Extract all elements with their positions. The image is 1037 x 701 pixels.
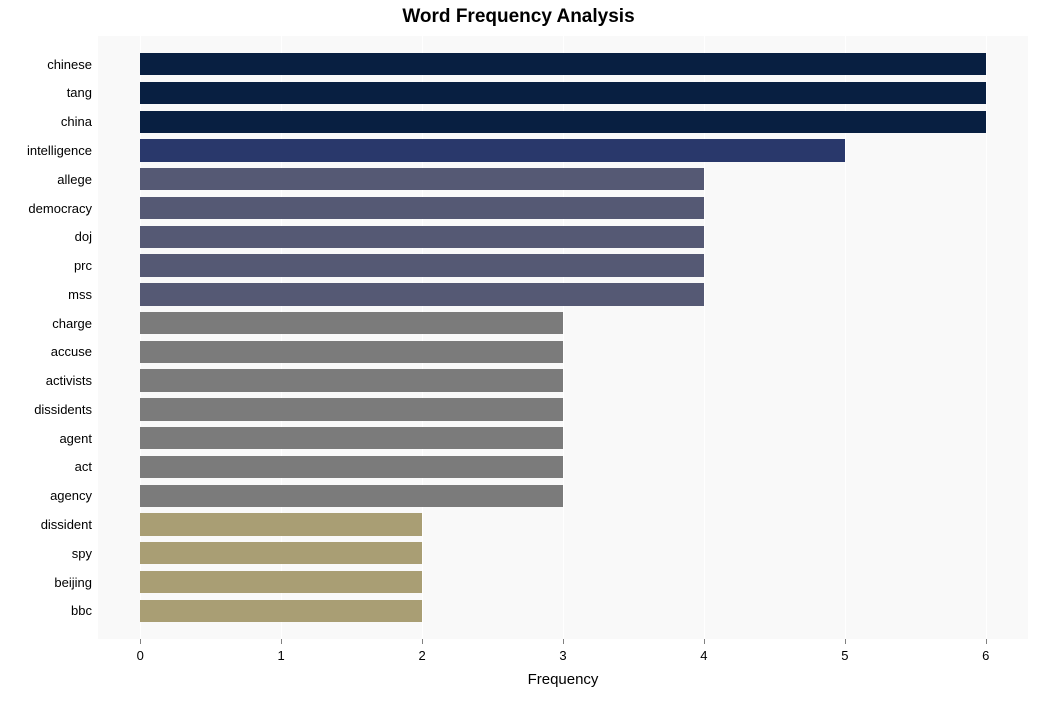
y-tick-label: dissidents: [0, 402, 92, 417]
y-tick-label: act: [0, 459, 92, 474]
x-axis-label: Frequency: [98, 671, 1028, 688]
bar: [140, 571, 422, 593]
bar: [140, 398, 563, 420]
bar: [140, 485, 563, 507]
x-tick-mark: [704, 639, 705, 644]
x-tick-mark: [986, 639, 987, 644]
bar: [140, 254, 704, 276]
bar: [140, 197, 704, 219]
bar: [140, 168, 704, 190]
y-tick-label: chinese: [0, 57, 92, 72]
y-tick-label: prc: [0, 258, 92, 273]
plot-area: [98, 36, 1028, 639]
y-tick-label: activists: [0, 373, 92, 388]
bar: [140, 542, 422, 564]
bar: [140, 427, 563, 449]
bar: [140, 283, 704, 305]
x-tick-label: 6: [982, 648, 989, 663]
bar: [140, 513, 422, 535]
bar: [140, 111, 985, 133]
y-tick-label: beijing: [0, 575, 92, 590]
x-tick-mark: [281, 639, 282, 644]
x-tick-mark: [845, 639, 846, 644]
y-tick-label: bbc: [0, 603, 92, 618]
bar: [140, 53, 985, 75]
grid-line: [986, 36, 987, 639]
x-tick-mark: [140, 639, 141, 644]
bar: [140, 600, 422, 622]
x-tick-mark: [563, 639, 564, 644]
x-tick-label: 5: [841, 648, 848, 663]
bar: [140, 456, 563, 478]
y-tick-label: allege: [0, 172, 92, 187]
y-tick-label: accuse: [0, 344, 92, 359]
bar: [140, 226, 704, 248]
bar: [140, 312, 563, 334]
bar: [140, 369, 563, 391]
y-tick-label: dissident: [0, 517, 92, 532]
y-tick-label: democracy: [0, 201, 92, 216]
word-frequency-chart: Word Frequency Analysis Frequency 0 1 2 3 4 5…: [0, 0, 1037, 701]
bar: [140, 82, 985, 104]
x-tick-label: 2: [418, 648, 425, 663]
chart-title: Word Frequency Analysis: [0, 6, 1037, 28]
bar: [140, 341, 563, 363]
y-tick-label: china: [0, 114, 92, 129]
y-tick-label: agent: [0, 431, 92, 446]
x-tick-mark: [422, 639, 423, 644]
y-tick-label: charge: [0, 316, 92, 331]
y-tick-label: mss: [0, 287, 92, 302]
bar: [140, 139, 845, 161]
x-tick-label: 3: [559, 648, 566, 663]
y-tick-label: spy: [0, 546, 92, 561]
y-tick-label: agency: [0, 488, 92, 503]
x-tick-label: 4: [700, 648, 707, 663]
y-tick-label: tang: [0, 85, 92, 100]
x-tick-label: 1: [278, 648, 285, 663]
y-tick-label: doj: [0, 229, 92, 244]
x-tick-label: 0: [137, 648, 144, 663]
y-tick-label: intelligence: [0, 143, 92, 158]
